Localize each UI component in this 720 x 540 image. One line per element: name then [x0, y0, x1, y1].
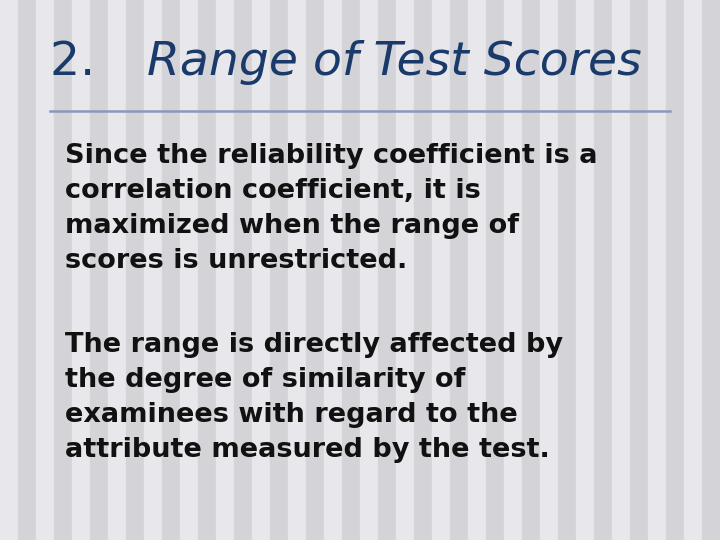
Text: The range is directly affected by
the degree of similarity of
examinees with reg: The range is directly affected by the de…	[65, 332, 563, 463]
Bar	[486, 0, 504, 540]
Bar	[324, 0, 342, 540]
Bar	[576, 0, 594, 540]
Bar	[162, 0, 180, 540]
Text: 2.: 2.	[50, 39, 125, 85]
Bar	[54, 0, 72, 540]
Bar	[126, 0, 144, 540]
Bar	[18, 0, 36, 540]
Bar	[378, 0, 396, 540]
Bar	[306, 0, 324, 540]
Bar	[666, 0, 684, 540]
Bar	[360, 0, 378, 540]
Bar	[396, 0, 414, 540]
Bar	[558, 0, 576, 540]
Bar	[90, 0, 108, 540]
Bar	[288, 0, 306, 540]
Text: Since the reliability coefficient is a
correlation coefficient, it is
maximized : Since the reliability coefficient is a c…	[65, 143, 598, 274]
Bar	[432, 0, 450, 540]
Bar	[270, 0, 288, 540]
Bar	[36, 0, 54, 540]
Bar	[468, 0, 486, 540]
Bar	[108, 0, 126, 540]
Bar	[612, 0, 630, 540]
Bar	[504, 0, 522, 540]
Bar	[648, 0, 666, 540]
Bar	[684, 0, 702, 540]
Bar	[342, 0, 360, 540]
Bar	[594, 0, 612, 540]
Text: Range of Test Scores: Range of Test Scores	[148, 39, 642, 85]
Bar	[0, 0, 18, 540]
Bar	[414, 0, 432, 540]
Bar	[234, 0, 252, 540]
Bar	[450, 0, 468, 540]
Bar	[216, 0, 234, 540]
Bar	[702, 0, 720, 540]
Bar	[144, 0, 162, 540]
Bar	[180, 0, 198, 540]
Bar	[252, 0, 270, 540]
Bar	[72, 0, 90, 540]
Bar	[198, 0, 216, 540]
Bar	[540, 0, 558, 540]
Bar	[630, 0, 648, 540]
Bar	[522, 0, 540, 540]
